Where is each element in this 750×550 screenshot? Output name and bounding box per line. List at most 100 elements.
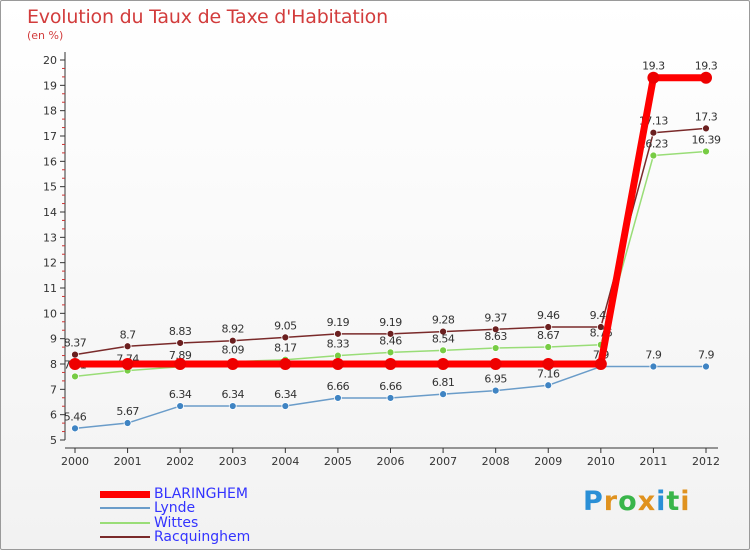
data-point [491, 325, 500, 334]
y-tick-label: 7 [50, 383, 57, 396]
data-label: 9.19 [379, 316, 402, 329]
data-point [281, 402, 290, 410]
y-tick-label: 10 [43, 307, 57, 320]
data-point [334, 394, 342, 402]
y-tick-label: 6 [50, 409, 57, 422]
data-label: 9.28 [432, 314, 455, 327]
data-point [649, 128, 658, 137]
data-point [334, 329, 342, 338]
data-label: 7.9 [645, 349, 661, 362]
y-tick-label: 17 [43, 130, 57, 143]
data-point [544, 323, 553, 331]
data-label: 8.37 [64, 337, 87, 350]
data-point [228, 336, 237, 345]
data-point [439, 346, 447, 355]
x-tick-label: 2000 [61, 455, 89, 468]
data-point [71, 372, 79, 381]
x-tick-label: 2011 [639, 455, 667, 468]
data-point [544, 343, 553, 351]
data-point [384, 358, 397, 370]
logo-letter: r [603, 486, 619, 517]
legend-swatch [100, 491, 150, 498]
data-label: 19.3 [695, 60, 718, 73]
data-point [228, 402, 237, 410]
data-label: 16.39 [692, 133, 721, 146]
data-label: 8.92 [222, 323, 245, 336]
y-tick-label: 14 [43, 206, 57, 219]
data-label: 6.81 [432, 376, 455, 389]
y-tick-label: 13 [43, 231, 57, 244]
y-tick-label: 11 [43, 282, 57, 295]
legend-swatch [100, 507, 150, 509]
data-point [121, 358, 134, 370]
chart-unit: (en %) [27, 29, 64, 42]
data-label: 5.46 [64, 410, 87, 423]
data-label: 9.19 [327, 316, 350, 329]
y-tick-label: 20 [43, 54, 57, 67]
data-point [437, 358, 450, 370]
x-tick-label: 2001 [114, 455, 142, 468]
logo-letter: i [656, 486, 667, 517]
data-label: 16.23 [639, 138, 668, 151]
data-label: 6.66 [379, 380, 402, 393]
data-point [281, 333, 290, 342]
data-label: 7.89 [169, 349, 192, 362]
x-tick-label: 2002 [166, 455, 194, 468]
data-label: 8.67 [537, 329, 560, 342]
data-point [491, 344, 500, 352]
x-tick-label: 2009 [534, 455, 562, 468]
data-point [331, 358, 344, 370]
data-label: 7.16 [537, 367, 560, 380]
proxiti-logo: Proxiti [583, 486, 691, 517]
data-point [491, 386, 500, 395]
data-label: 9.05 [274, 319, 297, 332]
data-label: 19.3 [642, 60, 665, 73]
data-point [594, 358, 607, 370]
logo-letter: P [583, 486, 604, 517]
data-point [123, 419, 132, 427]
data-label: 8.33 [327, 338, 350, 351]
data-label: 9.37 [484, 311, 507, 324]
data-point [174, 358, 187, 370]
y-tick-label: 5 [50, 434, 57, 447]
data-point [700, 71, 712, 84]
data-label: 6.95 [484, 373, 507, 386]
data-point [649, 151, 658, 160]
y-tick-label: 8 [50, 358, 57, 371]
data-point [439, 390, 447, 399]
x-tick-label: 2004 [271, 455, 299, 468]
data-label: 8.09 [222, 344, 245, 357]
data-label: 7.9 [698, 349, 714, 362]
data-point [176, 402, 185, 410]
legend-label: BLARINGHEM [154, 486, 248, 502]
data-point [702, 124, 710, 133]
data-label: 6.34 [169, 388, 192, 401]
data-label: 8.83 [169, 325, 192, 338]
data-point [439, 327, 447, 336]
data-label: 8.17 [274, 342, 297, 355]
y-tick-label: 9 [50, 333, 57, 346]
data-point [489, 358, 502, 370]
x-tick-label: 2006 [377, 455, 405, 468]
legend-swatch [100, 536, 150, 538]
data-point [176, 339, 185, 347]
data-point [542, 358, 555, 370]
data-label: 17.3 [695, 110, 718, 123]
y-tick-label: 12 [43, 257, 57, 270]
logo-letter: t [666, 486, 681, 517]
chart-title: Evolution du Taux de Taxe d'Habitation [27, 6, 388, 28]
y-tick-label: 16 [43, 155, 57, 168]
y-tick-label: 18 [43, 105, 57, 118]
x-tick-label: 2003 [219, 455, 247, 468]
x-tick-label: 2012 [692, 455, 720, 468]
data-point [386, 329, 395, 338]
x-tick-label: 2007 [429, 455, 457, 468]
data-point [647, 71, 660, 84]
data-label: 5.67 [116, 405, 139, 418]
data-point [544, 381, 553, 390]
legend-label: Racquinghem [154, 529, 251, 545]
data-point [702, 147, 710, 156]
data-label: 8.63 [484, 330, 507, 343]
